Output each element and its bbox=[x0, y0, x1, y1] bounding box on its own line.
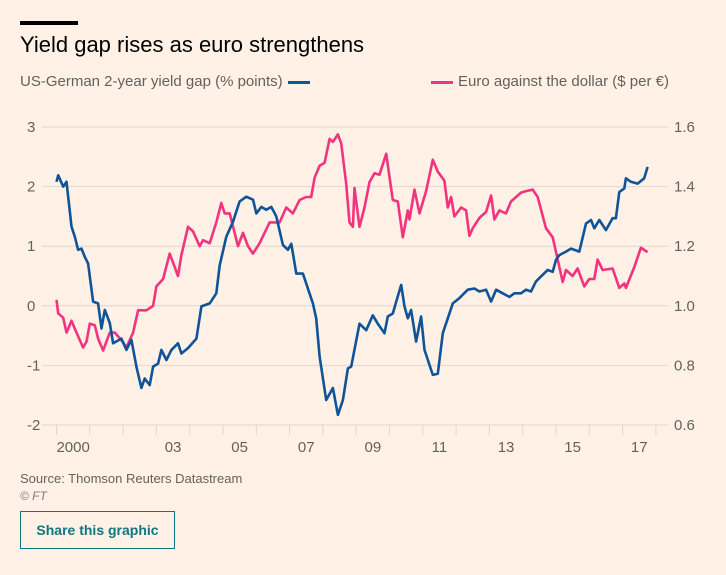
left-axis-tick-label: 1 bbox=[27, 238, 35, 255]
right-axis-tick-label: 0.8 bbox=[674, 357, 695, 374]
euro-dollar-line bbox=[55, 133, 649, 352]
left-axis-tick-label: -1 bbox=[27, 357, 40, 374]
copyright: © FT bbox=[20, 489, 47, 503]
legend-euro-swatch bbox=[431, 80, 453, 84]
legend-euro-label: Euro against the dollar ($ per €) bbox=[458, 73, 669, 90]
legend-yield-gap: US-German 2-year yield gap (% points) bbox=[20, 73, 315, 90]
title-accent-bar bbox=[20, 21, 78, 25]
right-axis-tick-label: 1.6 bbox=[674, 119, 695, 136]
legend-euro: Euro against the dollar ($ per €) bbox=[431, 73, 669, 90]
x-axis-tick-label: 11 bbox=[432, 439, 448, 456]
x-axis-tick-label: 09 bbox=[365, 439, 382, 456]
legend-yield-gap-swatch bbox=[287, 80, 310, 84]
x-axis-tick-label: 2000 bbox=[56, 439, 89, 456]
x-axis-tick-label: 17 bbox=[631, 439, 648, 456]
right-axis-tick-label: 1.2 bbox=[674, 238, 695, 255]
x-axis-tick-label: 05 bbox=[231, 439, 248, 456]
left-axis-tick-label: 3 bbox=[27, 119, 35, 136]
source-note: Source: Thomson Reuters Datastream bbox=[20, 471, 243, 486]
x-axis-tick-label: 07 bbox=[298, 439, 315, 456]
left-axis-tick-label: -2 bbox=[27, 417, 40, 434]
right-axis-tick-label: 0.6 bbox=[674, 417, 695, 434]
share-graphic-button[interactable]: Share this graphic bbox=[20, 511, 175, 549]
x-axis-tick-label: 13 bbox=[498, 439, 515, 456]
left-axis-tick-label: 0 bbox=[27, 298, 35, 315]
legend-yield-gap-label: US-German 2-year yield gap (% points) bbox=[20, 73, 283, 90]
x-axis-tick-label: 03 bbox=[165, 439, 182, 456]
yield-gap-line bbox=[55, 166, 649, 417]
x-axis-tick-label: 15 bbox=[564, 439, 581, 456]
left-axis-tick-label: 2 bbox=[27, 179, 35, 196]
chart-title: Yield gap rises as euro strengthens bbox=[20, 32, 365, 57]
right-axis-tick-label: 1.0 bbox=[674, 298, 695, 315]
right-axis-tick-label: 1.4 bbox=[674, 179, 695, 196]
